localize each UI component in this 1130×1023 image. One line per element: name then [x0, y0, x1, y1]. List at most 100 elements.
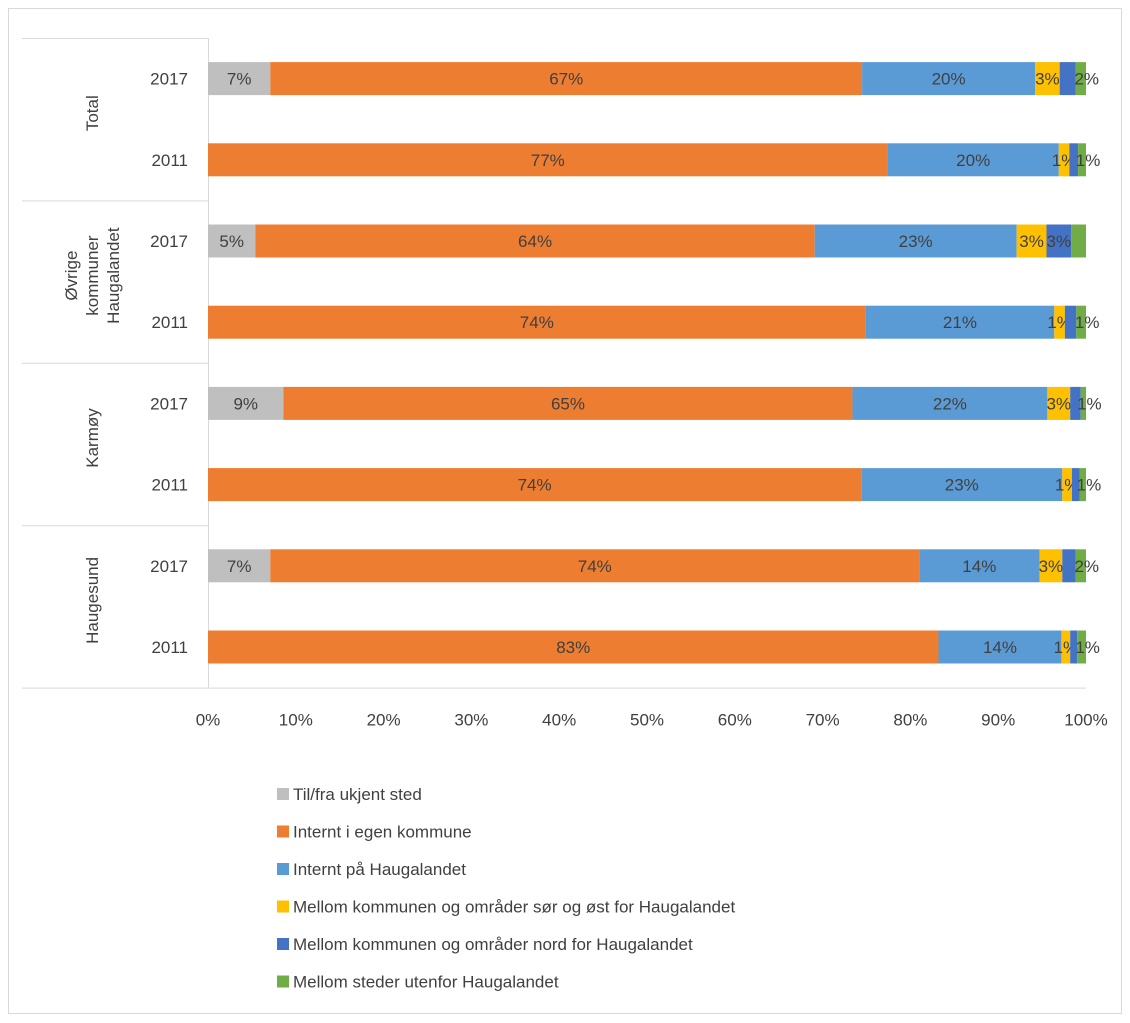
- x-tick-label: 30%: [454, 711, 488, 730]
- bar-segment: [208, 386, 284, 420]
- chart-frame: [8, 8, 1122, 1014]
- bar-segment: [208, 630, 939, 664]
- bar-segment: [1035, 62, 1060, 96]
- legend-label: Til/fra ukjent sted: [293, 785, 422, 804]
- legend-label: Internt i egen kommune: [293, 823, 472, 842]
- data-label: 22%: [933, 394, 967, 413]
- bar-segment: [208, 549, 271, 583]
- bar-segment: [1054, 305, 1065, 339]
- x-tick-label: 10%: [279, 711, 313, 730]
- bar-segment: [1069, 143, 1079, 177]
- x-tick-label: 70%: [806, 711, 840, 730]
- legend-label: Mellom kommunen og områder nord for Haug…: [293, 935, 693, 954]
- group-label: Haugalandet: [104, 227, 123, 324]
- data-label: 1%: [1075, 638, 1100, 657]
- category-tick-label: 2011: [151, 476, 188, 495]
- bar-segment: [1078, 143, 1086, 177]
- x-tick-label: 50%: [630, 711, 664, 730]
- group-label: Haugesund: [83, 557, 102, 644]
- legend-swatch: [277, 938, 289, 950]
- data-label: 65%: [551, 394, 585, 413]
- legend-label: Mellom kommunen og områder sør og øst fo…: [293, 898, 735, 917]
- bar-segment: [1047, 386, 1071, 420]
- x-tick-label: 80%: [893, 711, 927, 730]
- group-label: Karmøy: [83, 408, 102, 468]
- data-label: 3%: [1046, 394, 1071, 413]
- category-tick-label: 2011: [151, 151, 188, 170]
- data-label: 9%: [233, 394, 258, 413]
- bar-segment: [1075, 549, 1086, 583]
- data-label: 3%: [1039, 557, 1064, 576]
- bar-segment: [919, 549, 1040, 583]
- data-label: 21%: [943, 313, 977, 332]
- data-label: 3%: [1046, 232, 1071, 251]
- bar-segment: [1071, 468, 1080, 502]
- data-label: 20%: [956, 151, 990, 170]
- legend-swatch: [277, 900, 289, 913]
- x-tick-label: 20%: [367, 711, 401, 730]
- bar-segment: [1016, 224, 1047, 258]
- data-label: 1%: [1077, 394, 1102, 413]
- bar-segment: [208, 62, 271, 96]
- bar-segment: [208, 468, 862, 502]
- data-label: 2%: [1074, 557, 1099, 576]
- bar-segment: [814, 224, 1017, 258]
- legend-swatch: [277, 975, 289, 988]
- data-label: 77%: [531, 151, 565, 170]
- x-tick-label: 40%: [542, 711, 576, 730]
- bar-segment: [1061, 630, 1071, 664]
- bar-segment: [865, 305, 1055, 339]
- category-tick-label: 2017: [150, 232, 188, 251]
- bar-segment: [1080, 386, 1086, 420]
- data-label: 1%: [1077, 476, 1102, 495]
- bar-segment: [1046, 224, 1072, 258]
- bar-segment: [1062, 468, 1072, 502]
- legend-swatch: [277, 863, 289, 875]
- data-label: 7%: [227, 557, 252, 576]
- bar-segment: [1059, 62, 1076, 96]
- bar-segment: [852, 386, 1048, 420]
- data-label: 23%: [945, 476, 979, 495]
- category-tick-label: 2017: [150, 394, 188, 413]
- data-label: 23%: [899, 232, 933, 251]
- group-label: Total: [83, 95, 102, 131]
- bar-segment: [1058, 143, 1070, 177]
- legend-label: Internt på Haugalandet: [293, 860, 466, 879]
- legend-swatch: [277, 788, 289, 800]
- bar-segment: [270, 549, 920, 583]
- data-label: 74%: [520, 313, 554, 332]
- group-label: Øvrige: [62, 251, 81, 301]
- x-tick-label: 90%: [981, 711, 1015, 730]
- bar-segment: [862, 62, 1036, 96]
- category-tick-label: 2017: [150, 70, 188, 89]
- data-label: 3%: [1035, 70, 1060, 89]
- bar-segment: [208, 305, 866, 339]
- data-label: 3%: [1019, 232, 1044, 251]
- data-label: 5%: [219, 232, 244, 251]
- bar-segment: [283, 386, 853, 420]
- data-label: 1%: [1076, 151, 1101, 170]
- data-label: 20%: [932, 70, 966, 89]
- bar-segment: [887, 143, 1059, 177]
- legend-label: Mellom steder utenfor Haugalandet: [293, 973, 559, 992]
- category-tick-label: 2011: [151, 313, 188, 332]
- bar-segment: [255, 224, 815, 258]
- bar-segment: [1070, 630, 1078, 664]
- legend-swatch: [277, 825, 289, 838]
- bar-segment: [1079, 468, 1086, 502]
- bar-segment: [1071, 224, 1086, 258]
- bar-segment: [208, 224, 256, 258]
- data-label: 2%: [1074, 70, 1099, 89]
- data-label: 7%: [227, 70, 252, 89]
- data-label: 83%: [556, 638, 590, 657]
- bar-segment: [208, 143, 888, 177]
- group-label: kommuner: [83, 235, 102, 316]
- bar-segment: [938, 630, 1062, 664]
- x-tick-label: 60%: [718, 711, 752, 730]
- data-label: 67%: [549, 70, 583, 89]
- bar-segment: [1076, 305, 1086, 339]
- data-label: 74%: [518, 476, 552, 495]
- category-tick-label: 2011: [151, 638, 188, 657]
- bar-segment: [861, 468, 1063, 502]
